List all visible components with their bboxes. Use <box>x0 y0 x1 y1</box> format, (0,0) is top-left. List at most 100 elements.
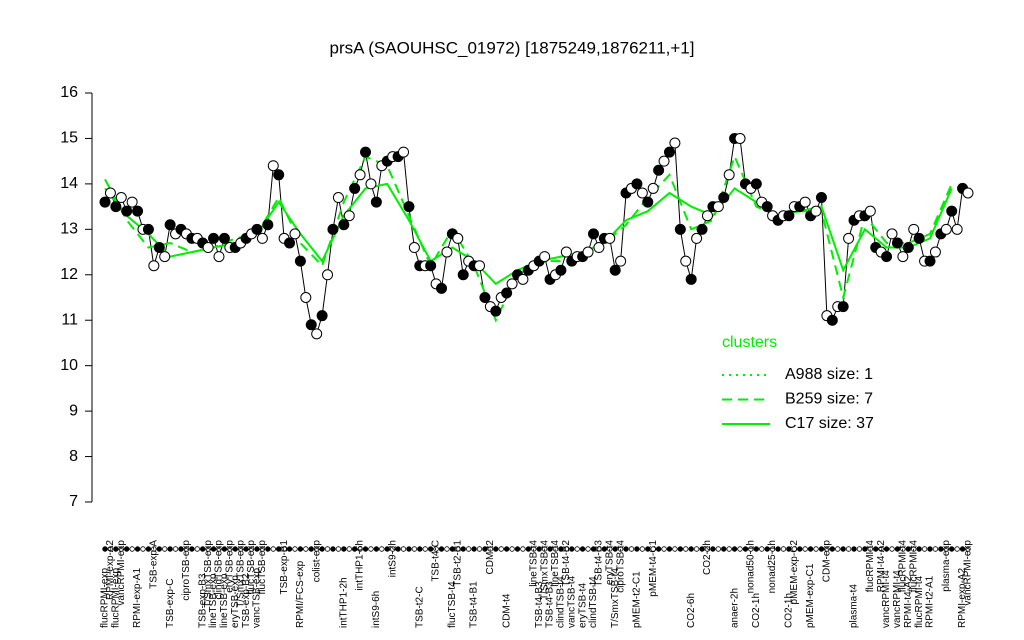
data-point <box>864 205 876 217</box>
sample-dot <box>438 546 445 552</box>
x-tick-label: clindTSB-t4 <box>588 576 599 628</box>
data-point <box>506 278 518 290</box>
sample-dot <box>921 546 928 552</box>
data-point <box>338 219 350 231</box>
data-point <box>908 223 920 235</box>
data-point <box>946 205 958 217</box>
x-tick-label: CDM-t4 <box>501 593 512 628</box>
x-tick-label: intTHP1-2h <box>338 577 349 628</box>
sample-dot <box>275 546 282 552</box>
data-point <box>213 251 225 263</box>
sample-dot <box>471 546 477 552</box>
sample-dot <box>292 546 298 552</box>
data-point <box>104 187 116 199</box>
x-tick-label: vancTSB-exp <box>252 568 263 628</box>
sample-dot <box>672 546 678 552</box>
data-point <box>924 255 936 267</box>
sample-dot <box>395 546 401 552</box>
data-point <box>403 201 415 213</box>
sample-dot <box>178 546 184 552</box>
x-tick-label: vancRPMI-t4 <box>892 570 903 628</box>
data-point <box>734 132 746 144</box>
x-tick-label: TSB-exp-A <box>148 540 159 589</box>
data-point <box>99 196 111 208</box>
sample-dot <box>411 546 418 552</box>
x-tick-label: TSB-t4-B2 <box>561 540 572 587</box>
x-tick-label: T/SmxTSB-t4 <box>539 540 550 600</box>
sample-dot <box>590 546 597 552</box>
sample-dot <box>156 546 162 552</box>
x-tick-label: RPMI-t4-A2 <box>903 575 914 628</box>
x-tick-label: flucRPMI-exp <box>100 568 111 628</box>
data-point <box>425 260 437 272</box>
sample-dot <box>569 546 575 552</box>
y-tick-label: 8 <box>69 448 78 465</box>
sample-dot <box>205 546 211 552</box>
x-tick-label: flucTSB-exp <box>257 540 268 595</box>
data-point <box>663 146 675 158</box>
sample-dot <box>797 546 803 552</box>
sample-dot <box>552 546 559 552</box>
data-point <box>582 246 594 258</box>
sample-dot <box>199 546 206 552</box>
data-point <box>343 210 355 222</box>
data-point <box>142 223 154 235</box>
sample-dot <box>851 546 857 552</box>
x-tick-label: TSB-t2-C <box>414 586 425 628</box>
sample-dot <box>134 546 141 552</box>
y-tick-label: 16 <box>60 84 78 101</box>
sample-dot <box>172 546 179 552</box>
x-tick-label: T/SmxTSB-exp <box>203 540 214 608</box>
x-tick-label: T/SmxTSB-exp <box>235 540 246 608</box>
sample-dot <box>802 546 808 552</box>
data-point <box>761 201 773 213</box>
sample-dot <box>547 546 553 552</box>
sample-dot <box>341 546 347 552</box>
data-point <box>810 205 822 217</box>
sample-dot <box>194 546 200 552</box>
x-tick-label: intTHP1-6h <box>355 540 366 591</box>
data-point <box>251 223 263 235</box>
data-point <box>593 242 605 254</box>
x-tick-label: lineTSB-exp <box>219 573 230 628</box>
x-tick-label: flucRPMI-t4 <box>914 575 925 628</box>
sample-dot <box>455 546 461 552</box>
sample-dot <box>737 546 743 552</box>
data-point <box>132 205 144 217</box>
x-tick-label: pMEM-t2-C1 <box>632 571 643 628</box>
sample-dot <box>824 546 830 552</box>
data-point <box>669 137 681 149</box>
sample-dot <box>297 546 304 552</box>
x-tick-label: TSB-t2-B1 <box>452 540 463 587</box>
data-point <box>273 169 285 181</box>
data-point <box>615 255 627 267</box>
data-point <box>208 232 220 244</box>
data-point <box>783 210 795 222</box>
sample-dot <box>140 546 146 552</box>
data-point <box>218 232 230 244</box>
x-tick-label: CO2-6h <box>686 593 697 628</box>
sample-dot <box>579 546 586 552</box>
sample-dot <box>813 546 819 552</box>
sample-dot <box>905 546 911 552</box>
sample-dot <box>894 546 901 552</box>
sample-dot <box>270 546 276 552</box>
data-point <box>256 232 268 244</box>
sample-dot <box>862 546 868 552</box>
x-tick-label: flucTSB-exp <box>246 540 257 595</box>
x-tick-label: CDM-exp <box>822 540 833 583</box>
sample-dot <box>932 546 939 552</box>
sample-dot <box>612 546 618 552</box>
data-point <box>837 301 849 313</box>
legend-label: C17 size: 37 <box>785 415 874 432</box>
sample-dot <box>444 546 450 552</box>
sample-dot <box>715 546 722 552</box>
sample-dot <box>346 546 352 552</box>
sample-dot <box>628 546 635 552</box>
data-point <box>897 251 909 263</box>
data-point <box>436 282 448 294</box>
x-tick-label: nonad25-1h <box>767 540 778 593</box>
sample-dot <box>541 546 548 552</box>
sample-dot <box>883 546 890 552</box>
sample-dot <box>938 546 944 552</box>
